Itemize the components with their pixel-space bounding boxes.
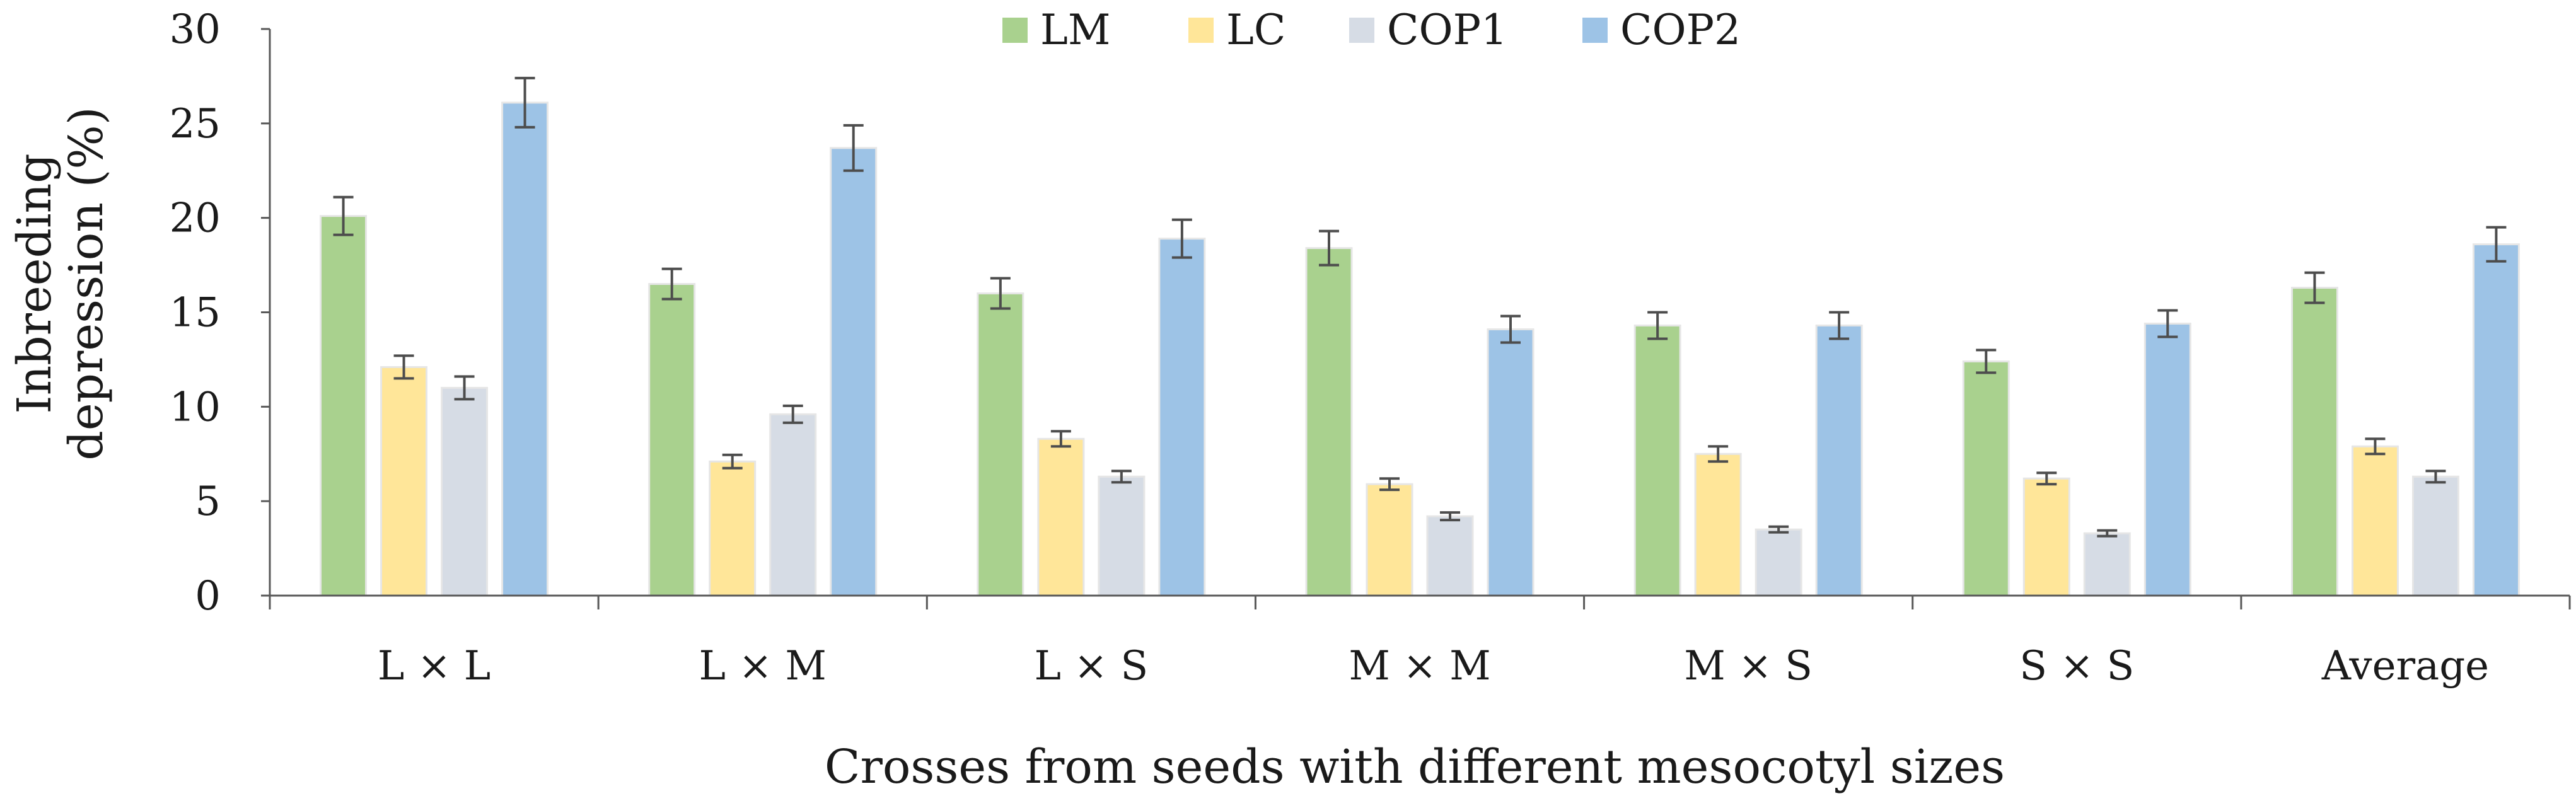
x-axis: L × L L × M L × S M × M M × S S × S Average — [269, 594, 2571, 690]
x-category-label: L × L — [378, 643, 490, 690]
bar-lm — [648, 283, 696, 597]
bar-lm — [1305, 247, 1353, 597]
y-tick-label: 0 — [195, 573, 221, 620]
bar-cop2 — [2472, 243, 2520, 597]
bar-cop2 — [1487, 328, 1535, 597]
legend-swatch-cop1 — [1349, 18, 1374, 43]
legend-label-cop1: COP1 — [1387, 6, 1507, 54]
bar-lc — [709, 460, 757, 597]
legend-label-lc: LC — [1226, 6, 1285, 54]
bar-cop2 — [1815, 324, 1863, 597]
y-tick-label: 25 — [170, 101, 221, 147]
y-axis-title-line-2: depression (%) — [59, 107, 113, 460]
bar-lm — [1962, 360, 2010, 597]
bar-lc — [380, 366, 428, 597]
legend: LM LC COP1 COP2 — [1002, 6, 1741, 54]
x-axis-title: Crosses from seeds with different mesoco… — [825, 740, 2005, 794]
y-tick-label: 20 — [170, 195, 221, 242]
legend-swatch-lm — [1002, 18, 1028, 43]
x-category-label: M × M — [1349, 643, 1490, 690]
bar-lc — [1366, 483, 1413, 597]
x-category-label: S × S — [2019, 643, 2134, 690]
y-axis-title-line-1: Inbreeding — [8, 153, 62, 413]
bar-lm — [2290, 287, 2338, 597]
bar-cop1 — [1426, 515, 1474, 597]
legend-label-lm: LM — [1040, 6, 1110, 54]
y-tick-label: 30 — [170, 6, 221, 53]
y-tick-label: 10 — [170, 384, 221, 430]
bar-cop1 — [1755, 528, 1802, 597]
y-tick-label: 15 — [170, 290, 221, 337]
legend-label-cop2: COP2 — [1620, 6, 1741, 54]
bar-lc — [2351, 445, 2399, 597]
bar-cop1 — [769, 413, 817, 597]
bar-lc — [2022, 477, 2070, 597]
legend-swatch-cop2 — [1582, 18, 1608, 43]
bar-cop1 — [1098, 475, 1146, 597]
x-category-label: Average — [2321, 643, 2489, 690]
bar-cop2 — [2144, 322, 2191, 597]
bar-cop1 — [2083, 532, 2131, 597]
bar-lc — [1694, 453, 1742, 597]
bar-lc — [1037, 437, 1085, 597]
y-axis: 0 5 10 15 20 25 30 — [170, 6, 271, 620]
bars-layer — [320, 76, 2520, 597]
bar-cop2 — [830, 147, 878, 597]
x-category-label: L × M — [699, 643, 827, 690]
bar-cop2 — [501, 101, 549, 597]
bar-lm — [1633, 324, 1681, 597]
bar-cop1 — [441, 386, 489, 597]
x-category-label: L × S — [1035, 643, 1149, 690]
legend-swatch-lc — [1188, 18, 1214, 43]
bar-lm — [320, 215, 368, 597]
bar-cop1 — [2411, 475, 2459, 597]
bar-cop2 — [1158, 238, 1206, 597]
x-category-label: M × S — [1684, 643, 1813, 690]
y-axis-title: Inbreeding depression (%) — [8, 107, 113, 460]
y-tick-label: 5 — [195, 478, 221, 525]
bar-lm — [977, 292, 1024, 597]
